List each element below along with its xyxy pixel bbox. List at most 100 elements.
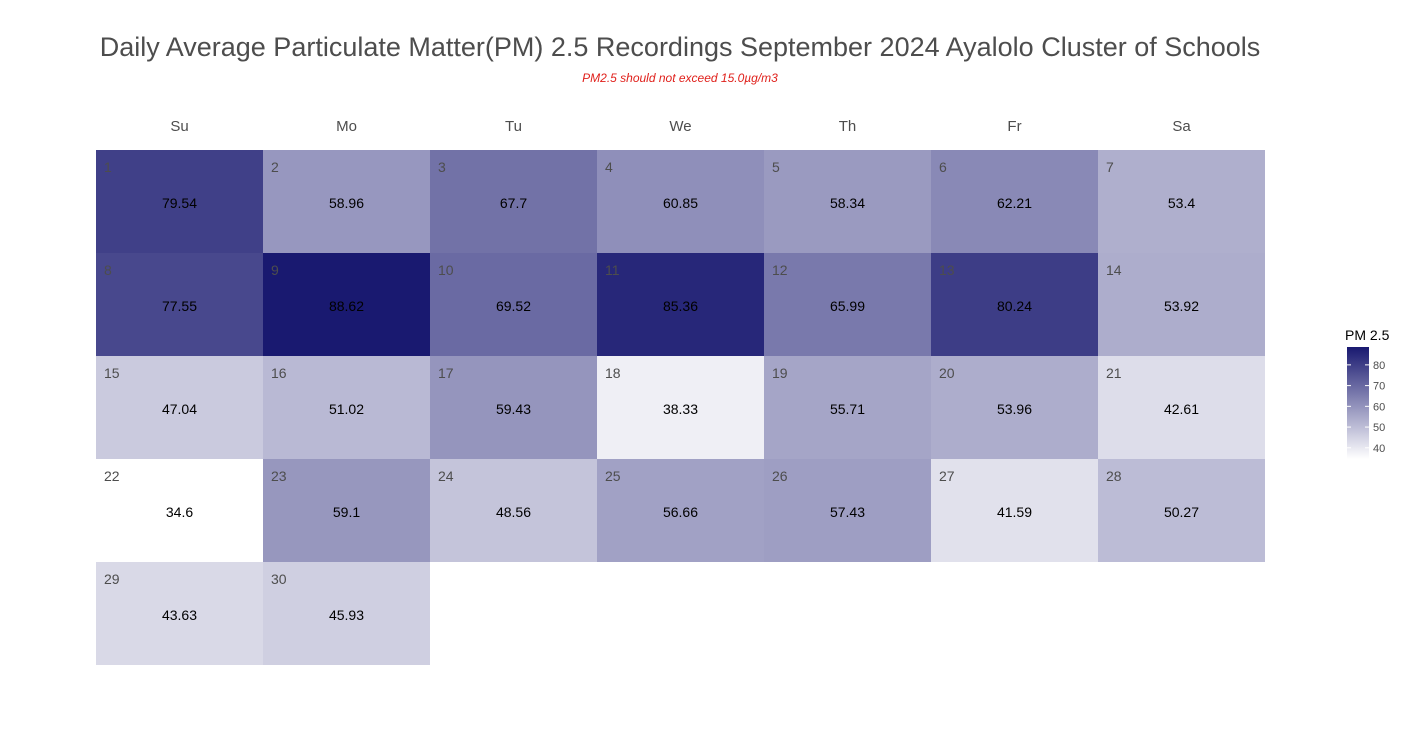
legend-tick-label: 70	[1373, 381, 1385, 393]
day-cell-3: 367.7	[430, 150, 597, 253]
day-cell-11: 11 85.36	[597, 253, 764, 356]
day-cell-21: 21 42.61	[1098, 356, 1265, 459]
day-value-label: 58.96	[329, 195, 364, 211]
chart-subtitle: PM2.5 should not exceed 15.0µg/m3	[582, 71, 778, 85]
chart-title: Daily Average Particulate Matter(PM) 2.5…	[99, 32, 1261, 62]
day-value-label: 48.56	[496, 504, 531, 520]
day-number: 5	[772, 159, 780, 175]
day-tile	[263, 562, 430, 665]
day-number: 2	[271, 159, 279, 175]
day-tile	[597, 356, 764, 459]
day-value-label: 47.04	[162, 401, 197, 417]
day-value-label: 59.43	[496, 401, 531, 417]
day-value-label: 67.7	[500, 195, 527, 211]
day-tile	[931, 459, 1098, 562]
legend-tick-label: 60	[1373, 401, 1385, 413]
day-cell-18: 18 38.33	[597, 356, 764, 459]
day-cell-19: 19 55.71	[764, 356, 931, 459]
day-tile	[96, 459, 263, 562]
day-cell-16: 16 51.02	[263, 356, 430, 459]
day-cell-24: 24 48.56	[430, 459, 597, 562]
weekday-header-tu: Tu	[505, 118, 522, 135]
day-cell-17: 17 59.43	[430, 356, 597, 459]
legend-tick-label: 80	[1373, 360, 1385, 372]
day-value-label: 55.71	[830, 401, 865, 417]
day-value-label: 38.33	[663, 401, 698, 417]
day-number: 23	[271, 468, 287, 484]
day-number: 17	[438, 365, 454, 381]
day-value-label: 79.54	[162, 195, 197, 211]
day-value-label: 53.96	[997, 401, 1032, 417]
day-tile	[263, 459, 430, 562]
day-number: 25	[605, 468, 621, 484]
weekday-header-sa: Sa	[1172, 118, 1191, 135]
day-cell-4: 460.85	[597, 150, 764, 253]
day-cell-23: 23 59.1	[263, 459, 430, 562]
day-value-label: 41.59	[997, 504, 1032, 520]
day-cell-14: 14 53.92	[1098, 253, 1265, 356]
day-cell-5: 558.34	[764, 150, 931, 253]
day-tile	[430, 150, 597, 253]
day-tile	[764, 356, 931, 459]
day-tile	[263, 253, 430, 356]
day-value-label: 65.99	[830, 298, 865, 314]
day-value-label: 50.27	[1164, 504, 1199, 520]
day-cell-29: 29 43.63	[96, 562, 263, 665]
day-tile	[1098, 459, 1265, 562]
day-tile	[597, 459, 764, 562]
day-number: 10	[438, 262, 454, 278]
legend-tick-label: 50	[1373, 422, 1385, 434]
day-value-label: 77.55	[162, 298, 197, 314]
day-value-label: 34.6	[166, 504, 193, 520]
day-value-label: 88.62	[329, 298, 364, 314]
day-number: 11	[605, 262, 620, 278]
day-cell-30: 30 45.93	[263, 562, 430, 665]
day-value-label: 69.52	[496, 298, 531, 314]
day-number: 9	[271, 262, 279, 278]
day-number: 26	[772, 468, 788, 484]
weekday-header-fr: Fr	[1007, 118, 1021, 135]
day-cell-9: 988.62	[263, 253, 430, 356]
weekday-header-we: We	[669, 118, 691, 135]
day-value-label: 51.02	[329, 401, 364, 417]
day-cell-10: 10 69.52	[430, 253, 597, 356]
day-number: 13	[939, 262, 955, 278]
day-tile	[96, 253, 263, 356]
color-legend: PM 2.5 40 50 60 70 80	[1345, 327, 1390, 459]
day-tile	[430, 356, 597, 459]
day-value-label: 85.36	[663, 298, 698, 314]
day-cell-20: 20 53.96	[931, 356, 1098, 459]
day-number: 18	[605, 365, 621, 381]
legend-colorbar	[1347, 347, 1369, 459]
day-tile	[597, 150, 764, 253]
day-tile	[764, 253, 931, 356]
day-tile	[96, 356, 263, 459]
weekday-header-th: Th	[839, 118, 857, 135]
day-cell-2: 258.96	[263, 150, 430, 253]
day-tile	[96, 150, 263, 253]
day-cell-28: 28 50.27	[1098, 459, 1265, 562]
day-cell-7: 753.4	[1098, 150, 1265, 253]
day-cell-8: 877.55	[96, 253, 263, 356]
day-value-label: 53.92	[1164, 298, 1199, 314]
day-cell-13: 13 80.24	[931, 253, 1098, 356]
day-number: 30	[271, 571, 287, 587]
day-tile	[764, 150, 931, 253]
day-tile	[931, 150, 1098, 253]
day-value-label: 58.34	[830, 195, 865, 211]
day-value-label: 43.63	[162, 607, 197, 623]
day-number: 1	[104, 159, 112, 175]
day-number: 4	[605, 159, 613, 175]
day-tile	[1098, 356, 1265, 459]
day-value-label: 45.93	[329, 607, 364, 623]
weekday-headers: Su Mo Tu We Th Fr Sa	[170, 118, 1191, 135]
legend-tick-label: 40	[1373, 443, 1385, 455]
day-tile	[931, 356, 1098, 459]
day-value-label: 53.4	[1168, 195, 1195, 211]
day-number: 20	[939, 365, 955, 381]
day-tile	[430, 459, 597, 562]
day-number: 15	[104, 365, 120, 381]
day-cell-12: 12 65.99	[764, 253, 931, 356]
day-number: 28	[1106, 468, 1122, 484]
